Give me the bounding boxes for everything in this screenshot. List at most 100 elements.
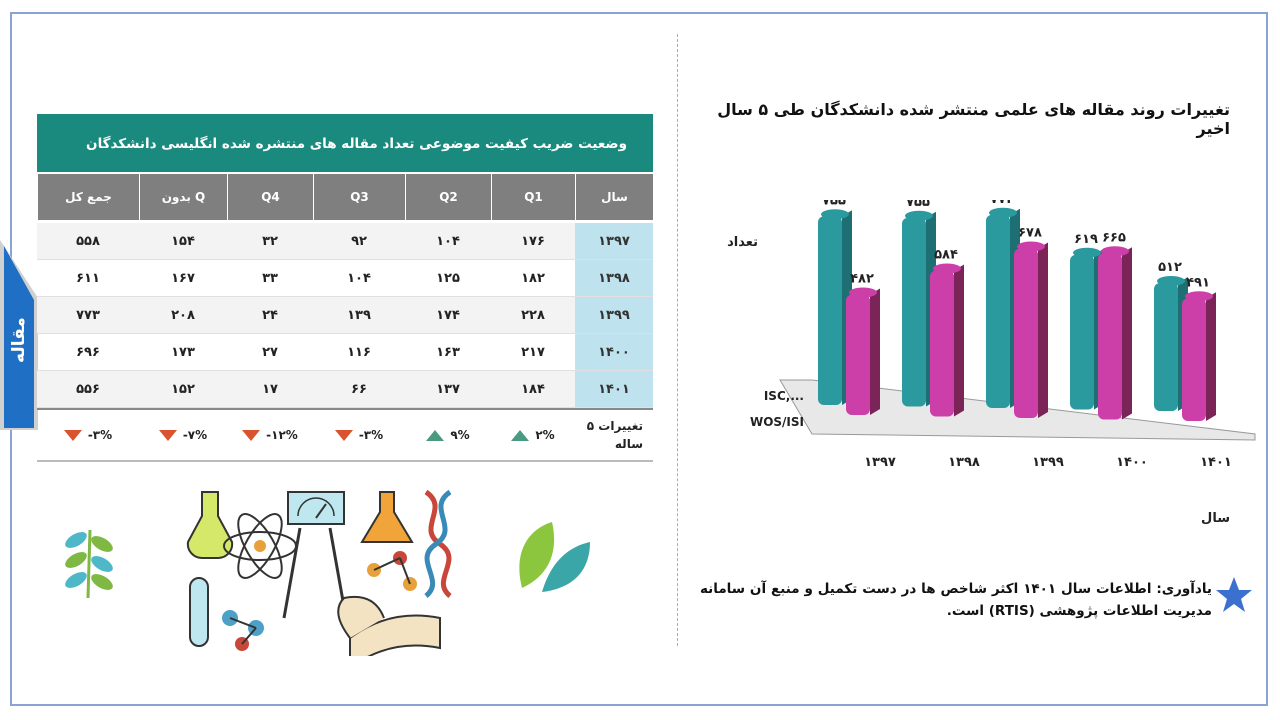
header-cell: Q1 (491, 174, 575, 220)
bar-chart: تعداد سال ۷۵۵ ۷۵۵ ۷۷۳ ۶۱۹ ۵۱۲ ۴۸۲ ۵۸۴ ۶۷۸ ۶۶۵ ۴۹۱… (727, 200, 1256, 526)
note-text: یادآوری: اطلاعات سال ۱۴۰۱ اکثر شاخص ها د… (700, 581, 1212, 619)
change-value: ۲% (535, 428, 555, 442)
table-cell: ۱۵۴ (139, 223, 227, 259)
side-tab[interactable] (0, 240, 38, 430)
table-cell: ۱۵۲ (139, 371, 227, 407)
change-row: تغییرات ۵ ساله ۲% ۹% -۳% -۱۲% -۷% -۳% (37, 408, 653, 462)
change-value: ۹% (450, 428, 470, 442)
leaves-icon (519, 522, 590, 592)
table-cell: ۱۷۴ (405, 297, 491, 333)
change-cell: -۳% (37, 410, 139, 460)
series-label: WOS/ISI (750, 415, 804, 429)
down-triangle-icon (334, 429, 353, 441)
leaf-sprig-icon (65, 529, 113, 599)
header-cell: Q4 (227, 174, 313, 220)
table-cell: ۱۲۵ (436, 270, 460, 286)
table-cell: ۲۰۸ (139, 297, 227, 333)
bar-wos-3 (1098, 246, 1132, 420)
x-axis-label: سال (1201, 511, 1230, 526)
change-cell: ۹% (405, 410, 491, 460)
data-label: ۴۸۲ (850, 272, 874, 287)
table-header-row: سال Q1 Q2 Q3 Q4 بدون Q جمع کل (37, 174, 653, 223)
table-row: ۱۳۹۸ ۱۸۲ ۱۲۵ ۱۰۴ ۳۳ ۱۶۷ ۶۱۱ (37, 260, 653, 297)
up-triangle-icon (426, 429, 445, 441)
table-title: وضعیت ضریب کیفیت موضوعی تعداد مقاله های … (37, 114, 653, 212)
table-cell: ۵۵۶ (37, 371, 139, 407)
table-cell: ۲۷ (262, 344, 278, 360)
chart-title: تغییرات روند مقاله های علمی منتشر شده دا… (717, 100, 1230, 138)
change-value: -۷% (182, 428, 208, 442)
change-cell: -۷% (139, 410, 227, 460)
table-row: ۱۳۹۷ ۱۷۶ ۱۰۴ ۹۲ ۳۲ ۱۵۴ ۵۵۸ (37, 223, 653, 260)
table-cell: ۱۸۲ (521, 270, 545, 286)
table-cell: ۱۱۶ (347, 344, 371, 360)
x-tick-label: ۱۳۹۹ (1032, 455, 1064, 470)
science-illustration (186, 489, 452, 656)
table-row: ۱۳۹۹ ۲۲۸ ۱۷۴ ۱۳۹ ۲۴ ۲۰۸ ۷۷۳ (37, 297, 653, 334)
change-cell: ۲% (491, 410, 575, 460)
bar-wos-4 (1182, 291, 1216, 421)
header-cell: سال (575, 174, 653, 220)
table-cell: ۱۴۰۱ (575, 371, 653, 407)
chart-bars: ۷۵۵ ۷۵۵ ۷۷۳ ۶۱۹ ۵۱۲ ۴۸۲ ۵۸۴ ۶۷۸ ۶۶۵ ۴۹۱ (818, 200, 1216, 421)
table-cell: ۱۷ (227, 371, 313, 407)
table-cell: ۲۱۷ (521, 344, 545, 360)
change-cell: -۱۲% (227, 410, 313, 460)
change-value: -۱۲% (266, 428, 298, 442)
table-cell: ۲۴ (227, 297, 313, 333)
change-cell: -۳% (313, 410, 405, 460)
bar-wos-0 (846, 287, 880, 415)
table-cell: ۱۳۹۸ (575, 260, 653, 296)
table-cell: ۱۰۴ (405, 223, 491, 259)
data-label: ۵۸۴ (934, 248, 958, 263)
header-cell: Q3 (313, 174, 405, 220)
table-cell: ۱۳۹۷ (575, 223, 653, 259)
x-tick-label: ۱۴۰۰ (1116, 455, 1148, 470)
table-cell: ۵۵۸ (37, 223, 139, 259)
side-tab-shape (0, 240, 38, 430)
down-triangle-icon (158, 429, 177, 441)
table-cell: ۱۶۷ (171, 270, 195, 286)
y-axis-label: تعداد (727, 235, 758, 250)
table-cell: ۶۹۶ (76, 344, 100, 360)
bar-wos-2 (1014, 241, 1048, 418)
column-divider (677, 34, 678, 646)
table-cell: ۱۳۹۹ (575, 297, 653, 333)
table-row: ۱۴۰۱ ۱۸۴ ۱۳۷ ۶۶ ۱۷ ۱۵۲ ۵۵۶ (37, 371, 653, 408)
data-label: ۷۵۵ (906, 200, 930, 210)
up-triangle-icon (511, 429, 530, 441)
table-cell: ۱۳۹ (313, 297, 405, 333)
x-tick-label: ۱۳۹۸ (948, 455, 980, 470)
header-cell: Q2 (405, 174, 491, 220)
quality-table: وضعیت ضریب کیفیت موضوعی تعداد مقاله های … (37, 114, 653, 462)
header-cell: بدون Q (139, 174, 227, 220)
data-label: ۵۱۲ (1158, 260, 1182, 275)
data-label: ۶۶۵ (1102, 230, 1126, 245)
series-label: ISC,... (764, 389, 804, 403)
x-tick-label: ۱۳۹۷ (864, 455, 896, 470)
table-cell: ۹۲ (313, 223, 405, 259)
header-cell: جمع کل (37, 174, 139, 220)
change-value: -۳% (87, 428, 113, 442)
table-cell: ۱۳۷ (405, 371, 491, 407)
side-tab-label: مقاله (9, 317, 29, 363)
bar-wos-1 (930, 263, 964, 417)
table-cell: ۷۷۳ (37, 297, 139, 333)
table-cell: ۱۷۶ (491, 223, 575, 259)
data-label: ۷۵۵ (822, 200, 846, 208)
data-label: ۴۹۱ (1186, 275, 1210, 290)
table-row: ۱۴۰۰ ۲۱۷ ۱۶۳ ۱۱۶ ۲۷ ۱۷۳ ۶۹۶ (37, 334, 653, 371)
star-icon (1216, 577, 1252, 612)
data-label: ۷۷۳ (990, 200, 1014, 207)
table-cell: ۶۶ (313, 371, 405, 407)
table-cell: ۳۲ (227, 223, 313, 259)
table-cell: ۱۰۴ (347, 270, 371, 286)
change-label: تغییرات ۵ ساله (586, 419, 643, 451)
x-tick-label: ۱۴۰۱ (1200, 455, 1232, 470)
data-label: ۶۱۹ (1074, 232, 1098, 247)
down-triangle-icon (63, 429, 82, 441)
table-cell: ۳۳ (262, 270, 278, 286)
table-cell: ۱۴۰۰ (575, 334, 653, 370)
table-cell: ۶۱۱ (76, 270, 100, 286)
table-cell: ۱۸۴ (491, 371, 575, 407)
